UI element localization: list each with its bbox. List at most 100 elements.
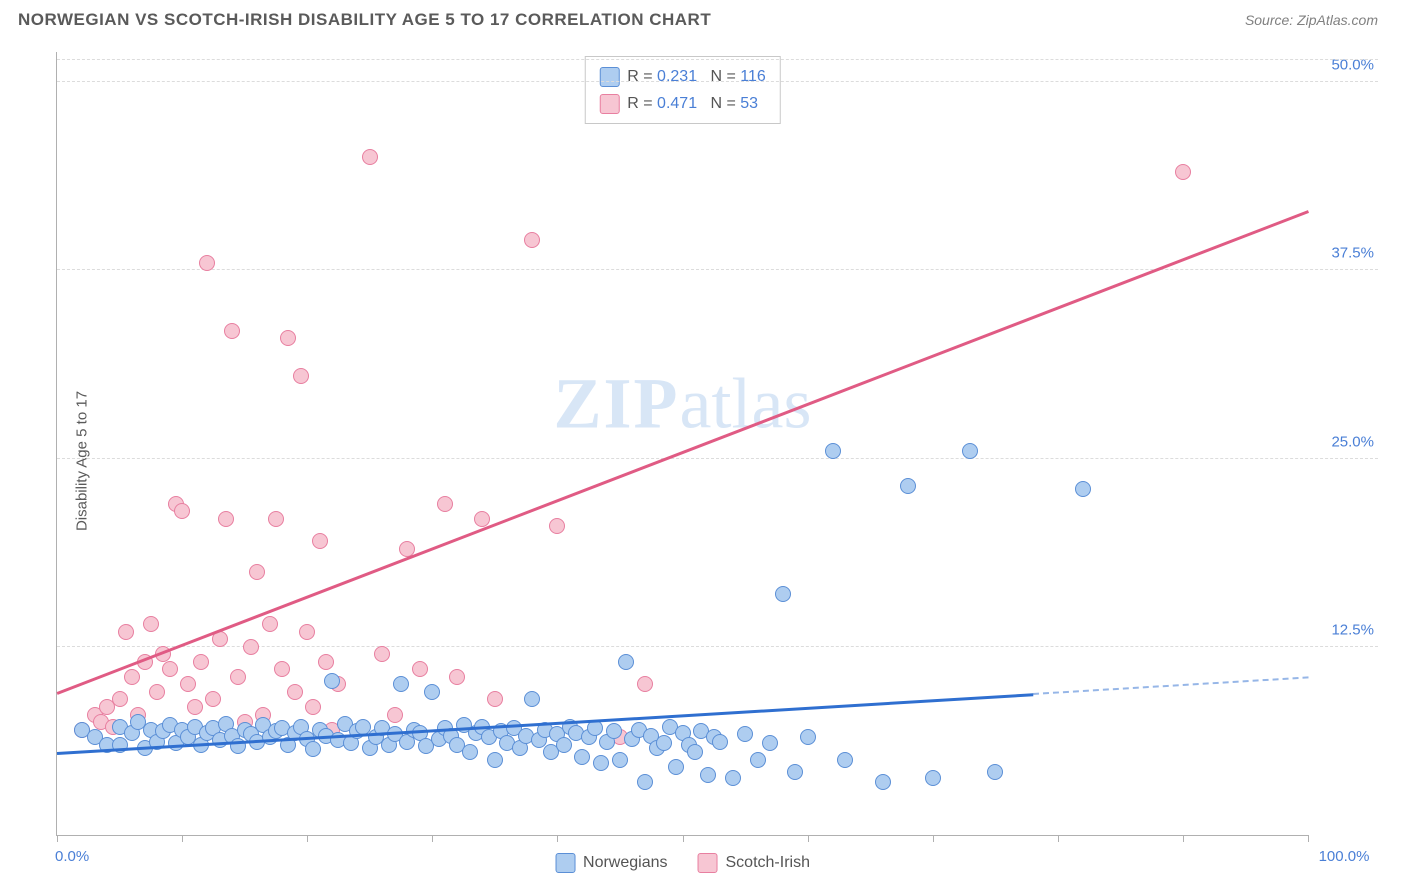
scatter-point-norwegians xyxy=(424,684,440,700)
scatter-point-scotch-irish xyxy=(305,699,321,715)
x-tick xyxy=(808,835,809,842)
x-tick xyxy=(57,835,58,842)
scatter-point-scotch-irish xyxy=(199,255,215,271)
scatter-point-norwegians xyxy=(637,774,653,790)
x-tick xyxy=(182,835,183,842)
scatter-point-norwegians xyxy=(612,752,628,768)
y-tick-label: 12.5% xyxy=(1331,621,1374,638)
scatter-point-scotch-irish xyxy=(180,676,196,692)
scatter-point-scotch-irish xyxy=(162,661,178,677)
gridline xyxy=(57,59,1378,60)
source-attribution: Source: ZipAtlas.com xyxy=(1245,12,1378,28)
legend-row-scotch-irish: R = 0.471 N = 53 xyxy=(599,90,766,117)
x-tick xyxy=(1308,835,1309,842)
scatter-point-scotch-irish xyxy=(249,564,265,580)
x-tick xyxy=(933,835,934,842)
chart-title: NORWEGIAN VS SCOTCH-IRISH DISABILITY AGE… xyxy=(18,10,711,30)
scatter-point-norwegians xyxy=(750,752,766,768)
scatter-point-norwegians xyxy=(1075,481,1091,497)
scatter-point-scotch-irish xyxy=(224,323,240,339)
scatter-point-scotch-irish xyxy=(362,149,378,165)
scatter-point-norwegians xyxy=(700,767,716,783)
scatter-point-norwegians xyxy=(687,744,703,760)
scatter-point-norwegians xyxy=(775,586,791,602)
scatter-point-norwegians xyxy=(462,744,478,760)
scatter-point-norwegians xyxy=(587,720,603,736)
scatter-point-norwegians xyxy=(925,770,941,786)
x-tick-label-max: 100.0% xyxy=(1319,848,1370,865)
x-tick xyxy=(1058,835,1059,842)
scatter-point-norwegians xyxy=(305,741,321,757)
scatter-point-scotch-irish xyxy=(312,533,328,549)
scatter-point-norwegians xyxy=(712,734,728,750)
scatter-point-scotch-irish xyxy=(387,707,403,723)
scatter-point-norwegians xyxy=(725,770,741,786)
scatter-point-scotch-irish xyxy=(174,503,190,519)
legend-row-norwegians: R = 0.231 N = 116 xyxy=(599,63,766,90)
scatter-point-norwegians xyxy=(668,759,684,775)
legend-swatch-norwegians xyxy=(599,67,619,87)
x-tick xyxy=(557,835,558,842)
scatter-point-norwegians xyxy=(556,737,572,753)
scatter-point-scotch-irish xyxy=(287,684,303,700)
legend-swatch-scotch-irish-bottom xyxy=(698,853,718,873)
x-tick xyxy=(432,835,433,842)
scatter-point-norwegians xyxy=(837,752,853,768)
legend-text-norwegians: R = 0.231 N = 116 xyxy=(627,63,766,90)
scatter-point-scotch-irish xyxy=(280,330,296,346)
scatter-point-norwegians xyxy=(787,764,803,780)
gridline xyxy=(57,269,1378,270)
scatter-point-scotch-irish xyxy=(149,684,165,700)
trendline-norwegians-dashed xyxy=(1033,677,1308,696)
scatter-point-norwegians xyxy=(962,443,978,459)
scatter-point-norwegians xyxy=(987,764,1003,780)
scatter-point-scotch-irish xyxy=(524,232,540,248)
scatter-point-norwegians xyxy=(393,676,409,692)
watermark: ZIPatlas xyxy=(554,363,812,446)
scatter-point-norwegians xyxy=(825,443,841,459)
scatter-point-scotch-irish xyxy=(299,624,315,640)
scatter-point-scotch-irish xyxy=(262,616,278,632)
scatter-point-scotch-irish xyxy=(193,654,209,670)
scatter-point-scotch-irish xyxy=(243,639,259,655)
scatter-point-scotch-irish xyxy=(268,511,284,527)
scatter-point-scotch-irish xyxy=(112,691,128,707)
scatter-point-norwegians xyxy=(800,729,816,745)
scatter-point-scotch-irish xyxy=(274,661,290,677)
plot-area: ZIPatlas R = 0.231 N = 116 R = 0.471 N =… xyxy=(56,52,1308,836)
scatter-point-scotch-irish xyxy=(187,699,203,715)
scatter-point-scotch-irish xyxy=(449,669,465,685)
scatter-point-scotch-irish xyxy=(549,518,565,534)
legend-item-norwegians: Norwegians xyxy=(555,853,667,873)
scatter-point-norwegians xyxy=(593,755,609,771)
scatter-point-norwegians xyxy=(606,723,622,739)
scatter-point-scotch-irish xyxy=(143,616,159,632)
legend-swatch-norwegians-bottom xyxy=(555,853,575,873)
x-tick xyxy=(1183,835,1184,842)
scatter-point-norwegians xyxy=(524,691,540,707)
scatter-point-norwegians xyxy=(656,735,672,751)
x-tick xyxy=(307,835,308,842)
x-tick-label-min: 0.0% xyxy=(55,848,89,865)
legend-text-scotch-irish: R = 0.471 N = 53 xyxy=(627,90,758,117)
scatter-point-norwegians xyxy=(737,726,753,742)
scatter-point-scotch-irish xyxy=(230,669,246,685)
series-legend: Norwegians Scotch-Irish xyxy=(555,853,810,873)
scatter-point-scotch-irish xyxy=(437,496,453,512)
scatter-point-scotch-irish xyxy=(374,646,390,662)
scatter-point-norwegians xyxy=(574,749,590,765)
scatter-point-norwegians xyxy=(324,673,340,689)
scatter-point-norwegians xyxy=(487,752,503,768)
trendline-scotch-irish xyxy=(57,210,1309,694)
y-tick-label: 25.0% xyxy=(1331,433,1374,450)
scatter-point-norwegians xyxy=(900,478,916,494)
correlation-legend: R = 0.231 N = 116 R = 0.471 N = 53 xyxy=(584,56,781,124)
x-tick xyxy=(683,835,684,842)
scatter-point-norwegians xyxy=(762,735,778,751)
scatter-point-scotch-irish xyxy=(318,654,334,670)
scatter-point-scotch-irish xyxy=(412,661,428,677)
gridline xyxy=(57,81,1378,82)
legend-swatch-scotch-irish xyxy=(599,94,619,114)
scatter-point-scotch-irish xyxy=(205,691,221,707)
scatter-point-scotch-irish xyxy=(474,511,490,527)
